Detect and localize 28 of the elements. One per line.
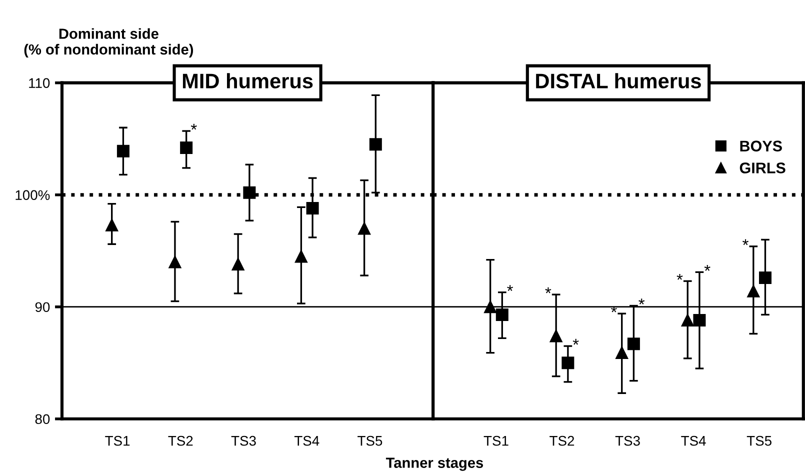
x-tick-label: TS3 (615, 436, 640, 446)
annotation: * (545, 287, 552, 294)
x-tick-label: TS3 (231, 436, 256, 446)
annotation: * (638, 298, 645, 304)
annotation: * (190, 124, 197, 130)
x-tick-label: TS2 (168, 436, 193, 446)
chart-title: DISTAL humerus (536, 73, 701, 88)
legend-label: BOYS (740, 140, 782, 152)
x-tick-label: TS5 (358, 436, 382, 446)
y-tick-label: 110 (29, 78, 50, 88)
x-tick-label: TS1 (484, 436, 508, 446)
x-tick-label: TS1 (105, 436, 130, 446)
annotation: * (572, 338, 579, 345)
y-tick-label: 90 (35, 302, 50, 312)
legend-label: GIRLS (740, 162, 786, 174)
annotation: * (704, 264, 710, 271)
annotation: * (507, 285, 514, 291)
x-axis-title: Tanner stages (386, 458, 484, 471)
y-tick-label: 80 (35, 414, 50, 424)
y-tick-label: 100% (16, 190, 50, 200)
x-tick-label: TS4 (294, 436, 320, 446)
y-axis-title: Dominant side (% of nondominant side) (24, 28, 194, 58)
annotation: * (742, 239, 748, 246)
chart-title: MID humerus (182, 73, 313, 88)
annotation: * (676, 274, 683, 280)
x-tick-label: TS5 (746, 436, 772, 446)
x-tick-label: TS4 (681, 436, 706, 446)
x-tick-label: TS2 (550, 436, 574, 446)
